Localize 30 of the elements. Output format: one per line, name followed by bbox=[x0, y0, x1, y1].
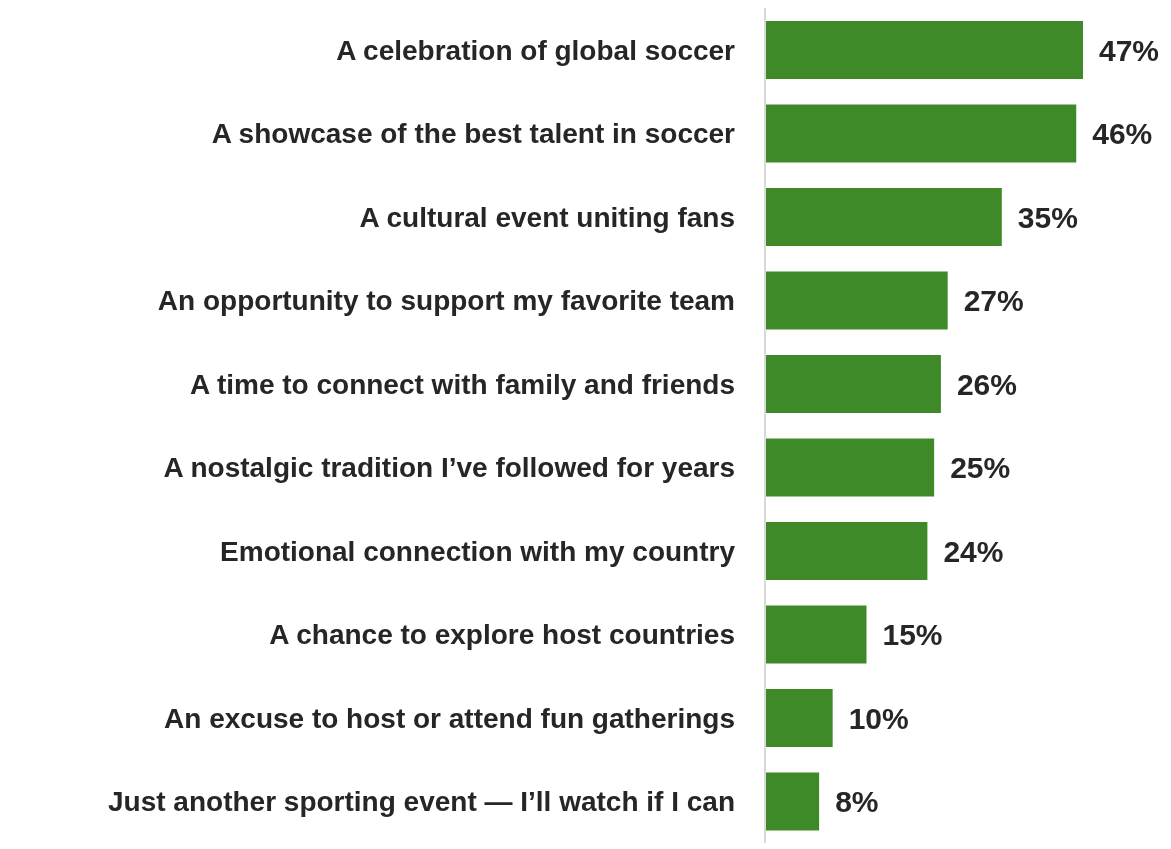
y-tick-label: A cultural event uniting fans bbox=[359, 201, 735, 233]
bar bbox=[765, 104, 1077, 163]
bar bbox=[765, 772, 820, 831]
bar bbox=[765, 438, 935, 497]
data-label: 10% bbox=[848, 701, 909, 735]
data-label: 46% bbox=[1092, 117, 1153, 151]
y-tick-label: Just another sporting event — I’ll watch if I can bbox=[108, 786, 735, 818]
y-tick-label: A nostalgic tradition I’ve followed for years bbox=[163, 452, 735, 484]
data-label: 8% bbox=[835, 785, 879, 819]
bar bbox=[765, 605, 867, 664]
bar bbox=[765, 522, 928, 580]
y-tick-label: An excuse to host or attend fun gatherings bbox=[164, 702, 735, 734]
bar bbox=[765, 271, 948, 330]
data-label: 47% bbox=[1099, 33, 1160, 67]
data-label: 24% bbox=[943, 534, 1004, 568]
data-label: 35% bbox=[1017, 200, 1078, 234]
bar bbox=[765, 355, 941, 413]
data-label: 26% bbox=[956, 367, 1017, 401]
y-tick-label: A showcase of the best talent in soccer bbox=[211, 118, 736, 150]
y-tick-label: A time to connect with family and friends bbox=[189, 368, 735, 400]
bar bbox=[765, 188, 1002, 246]
data-label: 15% bbox=[882, 618, 943, 652]
data-label: 25% bbox=[950, 451, 1011, 485]
y-tick-label: A chance to explore host countries bbox=[269, 619, 735, 651]
y-tick-label: Emotional connection with my country bbox=[220, 535, 736, 567]
data-label: 27% bbox=[963, 284, 1024, 318]
y-tick-label: A celebration of global soccer bbox=[336, 34, 736, 66]
bar bbox=[765, 21, 1083, 79]
y-tick-label: An opportunity to support my favorite team bbox=[157, 285, 735, 317]
bar bbox=[765, 689, 833, 747]
